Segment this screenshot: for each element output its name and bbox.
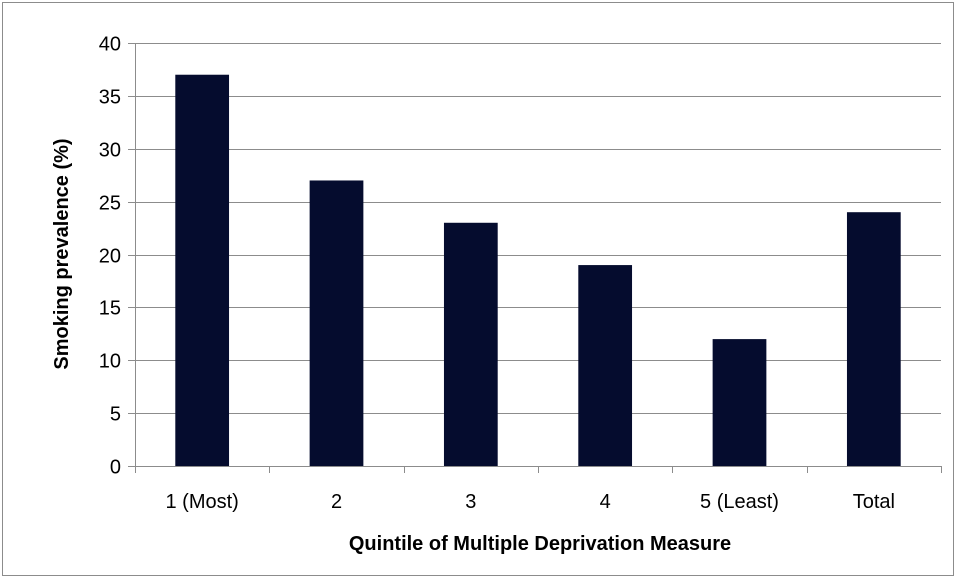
y-tick-label: 30 <box>99 140 121 162</box>
y-tick-label: 20 <box>99 246 121 268</box>
y-tick-label: 40 <box>99 34 121 56</box>
y-tick-label: 15 <box>99 298 121 320</box>
bar <box>309 180 364 466</box>
x-tick-labels: 1 (Most) 2 3 4 5 (Least) Total <box>165 491 894 513</box>
x-tick-label: 2 <box>331 491 342 513</box>
x-tick-label: Total <box>853 491 895 513</box>
y-tick-label: 25 <box>99 193 121 215</box>
bar <box>712 339 767 466</box>
y-axis-title: Smoking prevalence (%) <box>51 138 73 369</box>
bar <box>846 212 901 466</box>
bar <box>578 265 633 466</box>
bar <box>443 222 498 466</box>
x-tick-label: 4 <box>600 491 611 513</box>
x-tick-label: 3 <box>465 491 476 513</box>
y-tick-label: 35 <box>99 87 121 109</box>
bar <box>175 74 230 466</box>
x-axis-title: Quintile of Multiple Deprivation Measure <box>349 533 731 555</box>
y-tick-label: 10 <box>99 351 121 373</box>
x-tick-label: 1 (Most) <box>165 491 238 513</box>
y-tick-label: 0 <box>110 457 121 479</box>
axes <box>128 43 942 473</box>
x-tick-label: 5 (Least) <box>700 491 779 513</box>
y-tick-label: 5 <box>110 404 121 426</box>
bars <box>175 74 901 466</box>
gridlines <box>135 43 941 414</box>
y-tick-labels: 0 5 10 15 20 25 30 35 40 <box>99 34 121 479</box>
